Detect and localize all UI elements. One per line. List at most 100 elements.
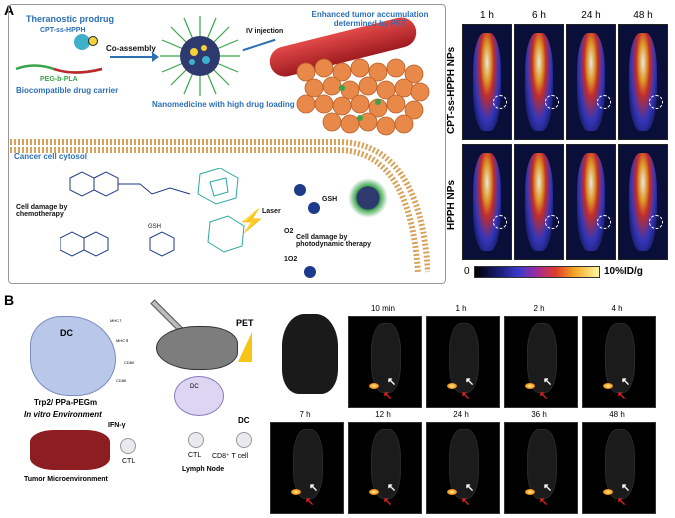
pet-image-r1c2 [514, 24, 564, 140]
cd80-label: CD80 [124, 360, 135, 365]
red-arrow-icon: ↖ [461, 390, 471, 402]
bl-image-r2c2: ↖ ↖ [348, 422, 422, 514]
white-arrow-icon: ↖ [621, 482, 631, 494]
mhc1-label: MHC Ⅰ [110, 318, 122, 323]
colorbar-min: 0 [464, 266, 470, 277]
bl-image-r2c5: ↖ ↖ [582, 422, 656, 514]
bl-image-r2c3: ↖ ↖ [426, 422, 500, 514]
cd8-tcell [236, 432, 252, 448]
prodrug-molecule-icon [74, 34, 90, 50]
chemo-molecule [60, 168, 245, 257]
panel-a-letter: A [4, 2, 15, 18]
white-arrow-icon: ↖ [465, 482, 475, 494]
tumor-circle-marker [493, 215, 507, 229]
tumor-circle-marker [649, 95, 663, 109]
nanomedicine-label: Nanomedicine with high drug loading [152, 100, 295, 109]
ctl-label-lymph: CTL [188, 452, 202, 459]
coassembly-label: Co-assembly [106, 44, 156, 53]
red-arrow-icon: ↖ [617, 390, 627, 402]
pet-beam [238, 332, 252, 362]
pet-time-4: 48 h [633, 10, 653, 21]
pet-body-signal [577, 33, 605, 131]
bl-time-5: 7 h [299, 410, 311, 419]
dc3-label: DC [238, 416, 250, 425]
bl-time-3: 2 h [533, 304, 545, 313]
pet-time-3: 24 h [581, 10, 601, 21]
white-arrow-icon: ↖ [543, 482, 553, 494]
dot-icon-3 [304, 266, 316, 278]
coassembly-arrow [110, 56, 154, 58]
pet-row2-label: HPPH NPs [446, 180, 457, 231]
bl-signal-spot [525, 489, 535, 495]
pdt-label: Cell damage by photodynamic therapy [296, 234, 372, 248]
mouse-icon [156, 326, 238, 370]
bl-signal-spot [447, 383, 457, 389]
nanoparticle-small-icon [348, 178, 388, 218]
white-arrow-icon: ↖ [387, 376, 397, 388]
dc-cell [30, 316, 116, 396]
lymph-dc-label: DC [190, 384, 199, 390]
bl-time-1: 10 min [370, 304, 395, 313]
bl-mouse-body [371, 429, 401, 499]
bl-signal-spot [603, 383, 613, 389]
tumor-mass [30, 430, 110, 470]
colorbar-max: 10%ID/g [604, 266, 643, 277]
pet-label-b: PET [236, 318, 254, 328]
pet-body-signal [577, 153, 605, 251]
panel-b-letter: B [4, 292, 15, 308]
pet-image-r2c1 [462, 144, 512, 260]
gsh-small-label: GSH [148, 224, 162, 230]
tumor-circle-marker [493, 95, 507, 109]
tumor-circle-marker [597, 95, 611, 109]
red-arrow-icon: ↖ [617, 496, 627, 508]
bl-signal-spot [369, 383, 379, 389]
bl-signal-spot [525, 383, 535, 389]
bl-mouse-body [449, 429, 479, 499]
cd8-label: CD8⁺ T cell [212, 453, 249, 460]
cell-membrane [10, 139, 430, 273]
lymph-dc-cell [174, 376, 224, 416]
white-arrow-icon: ↖ [621, 376, 631, 388]
nanoparticle-icon [160, 16, 240, 96]
ctl-cell-tumor [120, 438, 136, 454]
bl-mouse-body [527, 323, 557, 393]
trp2-label: Trp2/ PPa-PEGm [34, 398, 98, 407]
red-arrow-icon: ↖ [383, 390, 393, 402]
pet-row1-label: CPT-ss-HPPH NPs [446, 46, 457, 134]
laser-label: Laser [262, 208, 281, 215]
pet-image-r2c2 [514, 144, 564, 260]
bl-image-r1c2: ↖ ↖ [426, 316, 500, 408]
prodrug-name: CPT-ss-HPPH [40, 27, 86, 34]
red-arrow-icon: ↖ [305, 496, 315, 508]
cytosol-label: Cancer cell cytosol [14, 152, 87, 161]
bl-image-r2c1: ↖ ↖ [270, 422, 344, 514]
pet-image-r2c3 [566, 144, 616, 260]
pet-body-signal [629, 153, 657, 251]
white-arrow-icon: ↖ [387, 482, 397, 494]
tumor-circle-marker [649, 215, 663, 229]
red-arrow-icon: ↖ [539, 496, 549, 508]
tumor-cells-cluster [296, 58, 430, 136]
colorbar [474, 266, 600, 278]
bl-image-r1c3: ↖ ↖ [504, 316, 578, 408]
pet-time-2: 6 h [532, 10, 546, 21]
bl-mouse-body [605, 323, 635, 393]
bl-time-7: 24 h [453, 410, 469, 419]
bl-mouse-body [371, 323, 401, 393]
pet-image-r1c4 [618, 24, 668, 140]
bl-image-r2c4: ↖ ↖ [504, 422, 578, 514]
bl-image-r1c4: ↖ ↖ [582, 316, 656, 408]
bl-time-8: 36 h [531, 410, 547, 419]
bl-signal-spot [447, 489, 457, 495]
tumor-env-label: Tumor Microenvironment [24, 476, 108, 483]
invitro-label: In vitro Environment [24, 410, 102, 419]
ctl-label-tumor: CTL [122, 458, 136, 465]
bl-signal-spot [291, 489, 301, 495]
pet-body-signal [629, 33, 657, 131]
iv-injection-label: IV injection [246, 28, 284, 35]
bl-image-r1c1: ↖ ↖ [348, 316, 422, 408]
prodrug-title: Theranostic prodrug [26, 14, 115, 24]
dot-icon-2 [308, 202, 320, 214]
laser-bolt-icon: ⚡ [238, 208, 266, 233]
pet-body-signal [473, 153, 501, 251]
